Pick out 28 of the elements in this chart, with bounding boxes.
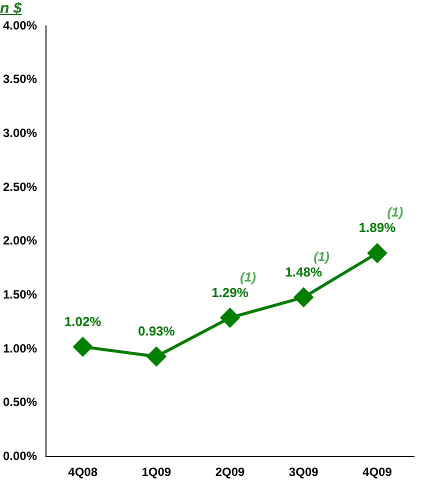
text: 1.02% bbox=[64, 314, 102, 329]
x-tick-label: 4Q08 bbox=[68, 465, 98, 480]
annotation: (1) bbox=[314, 248, 330, 264]
point bbox=[368, 244, 387, 263]
text: 0.93% bbox=[138, 324, 175, 339]
y-tick-label: 0.00% bbox=[2, 448, 38, 463]
point bbox=[294, 288, 314, 307]
point bbox=[146, 346, 166, 366]
x-tick-label: 4Q09 bbox=[362, 465, 392, 480]
y-tick-label: 3.50% bbox=[2, 72, 38, 86]
y-tick-label: 2.00% bbox=[2, 234, 38, 248]
text: 1.29% bbox=[212, 284, 248, 300]
annotation: (1) bbox=[387, 204, 404, 220]
chart-title: n $ bbox=[0, 0, 22, 17]
point bbox=[73, 337, 92, 356]
y-tick-label: 1.00% bbox=[2, 341, 38, 356]
y-tick-label: 2.50% bbox=[2, 180, 38, 194]
y-tick-label: 0.50% bbox=[2, 395, 38, 410]
y-tick-label: 1.50% bbox=[2, 287, 38, 302]
y-tick-label: 3.00% bbox=[2, 126, 38, 140]
point bbox=[220, 308, 240, 328]
x-tick-label: 3Q09 bbox=[288, 465, 319, 480]
x-tick-label: 2Q09 bbox=[215, 465, 246, 480]
text: 1.48% bbox=[285, 264, 322, 280]
annotation: (1) bbox=[240, 269, 256, 284]
y-tick-label: 4.00% bbox=[2, 18, 38, 32]
x-tick-label: 1Q09 bbox=[142, 465, 172, 480]
text: 1.89% bbox=[358, 220, 396, 236]
